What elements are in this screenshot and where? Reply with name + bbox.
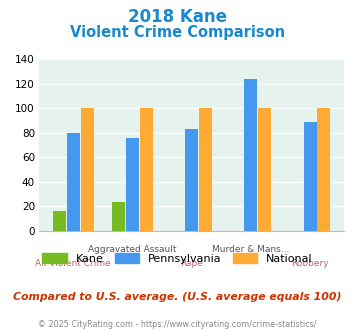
Bar (53, 212, 66, 231)
Bar (317, 109, 331, 231)
Text: Robbery: Robbery (291, 259, 329, 268)
Text: Rape: Rape (180, 259, 203, 268)
Text: 2018 Kane: 2018 Kane (128, 8, 227, 26)
Text: Murder & Mans...: Murder & Mans... (212, 245, 290, 254)
Bar (112, 202, 125, 231)
Text: Aggravated Assault: Aggravated Assault (88, 245, 177, 254)
Text: Compared to U.S. average. (U.S. average equals 100): Compared to U.S. average. (U.S. average … (13, 292, 342, 302)
Bar (185, 129, 198, 231)
Text: © 2025 CityRating.com - https://www.cityrating.com/crime-statistics/: © 2025 CityRating.com - https://www.city… (38, 320, 317, 329)
Bar (126, 138, 139, 231)
Text: Violent Crime Comparison: Violent Crime Comparison (70, 25, 285, 40)
Bar (304, 122, 317, 231)
Bar (81, 109, 94, 231)
Bar (199, 109, 212, 231)
Bar (140, 109, 153, 231)
Bar (258, 109, 271, 231)
Text: All Violent Crime: All Violent Crime (36, 259, 111, 268)
Bar (67, 133, 80, 231)
Legend: Kane, Pennsylvania, National: Kane, Pennsylvania, National (38, 248, 317, 268)
Bar (244, 79, 257, 231)
